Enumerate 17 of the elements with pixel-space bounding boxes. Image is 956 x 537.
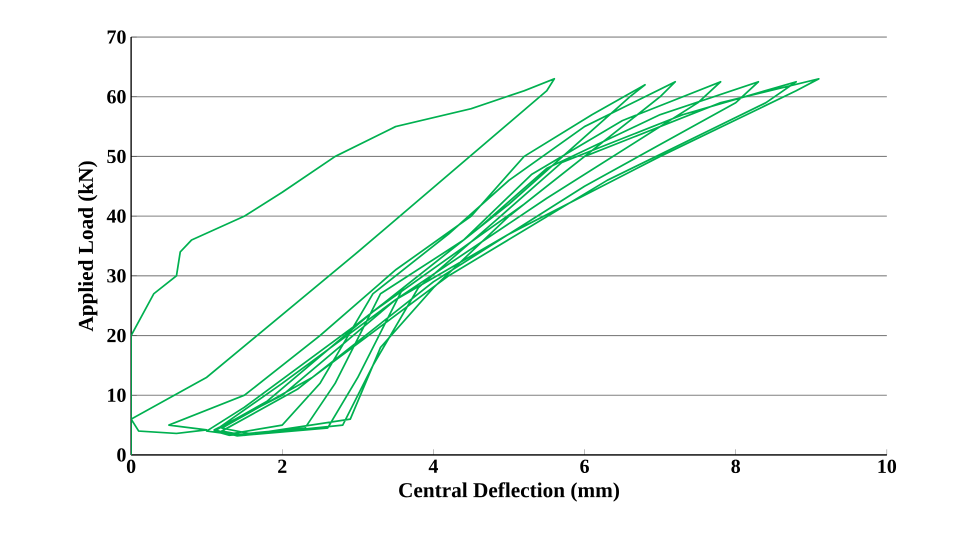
line-series [131, 78, 820, 455]
y-tick-label: 0 [117, 448, 126, 462]
y-tick-label: 30 [107, 269, 126, 283]
y-tick-label: 20 [107, 328, 126, 342]
y-tick-label: 70 [108, 30, 126, 44]
x-tick-label: 10 [878, 460, 896, 474]
y-tick-label: 40 [106, 209, 126, 223]
x-tick-label: 2 [278, 460, 286, 473]
y-tick-label: 60 [107, 90, 126, 104]
x-tick-label: 6 [580, 460, 589, 474]
x-tick-label: 0 [126, 460, 136, 474]
x-tick-label: 4 [428, 460, 438, 473]
y-tick-label: 50 [107, 150, 126, 164]
y-axis-title: Applied Load (kN) [78, 161, 98, 332]
y-tick-label: 10 [108, 388, 126, 402]
x-axis-title: Central Deflection (mm) [399, 482, 619, 502]
x-tick-label: 8 [731, 460, 740, 474]
